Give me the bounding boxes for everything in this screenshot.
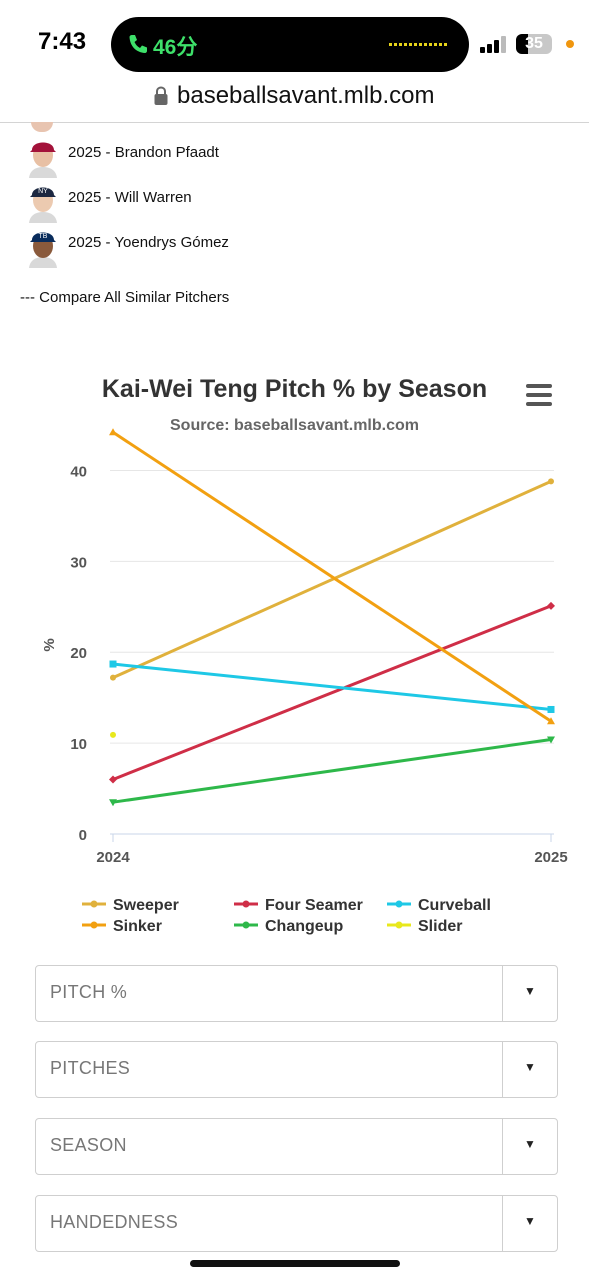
svg-text:NY: NY <box>38 188 48 195</box>
url-text: baseballsavant.mlb.com <box>177 82 435 109</box>
data-point <box>109 660 117 668</box>
caret-down-icon: ▼ <box>524 1060 536 1074</box>
battery-level: 35 <box>525 35 543 52</box>
legend-item-sinker[interactable]: Sinker <box>82 918 162 935</box>
legend-marker <box>90 900 98 908</box>
legend-marker <box>395 900 403 908</box>
data-point <box>109 428 117 436</box>
y-tick-label: 30 <box>70 554 87 571</box>
data-point <box>547 717 555 725</box>
dropdown-label: PITCHES <box>50 1058 131 1078</box>
phone-icon <box>129 35 147 53</box>
list-item-label[interactable]: 2025 - Yoendrys Gómez <box>68 234 229 251</box>
series-line-sinker <box>112 431 552 723</box>
lock-icon <box>154 86 168 105</box>
dropdown-label: SEASON <box>50 1135 127 1155</box>
chart-subtitle: Source: baseballsavant.mlb.com <box>170 417 419 434</box>
chart-title: Kai-Wei Teng Pitch % by Season <box>101 375 488 403</box>
data-point <box>547 601 555 610</box>
call-duration: 46分 <box>153 36 198 59</box>
season-dropdown[interactable]: SEASON ▼ <box>35 1118 558 1175</box>
chart-svg: 0 10 20 30 40 2024 2025% Sweeper Four Seamer Curv… <box>41 428 568 935</box>
legend-marker <box>90 921 98 929</box>
dynamic-island[interactable]: 46分 <box>111 17 469 72</box>
pitches-dropdown[interactable]: PITCHES ▼ <box>35 1041 558 1098</box>
address-bar[interactable]: baseballsavant.mlb.com <box>0 80 589 123</box>
y-tick-label: 0 <box>79 827 87 844</box>
audio-activity-indicator <box>389 43 447 46</box>
legend-label: Sweeper <box>113 897 179 914</box>
series-line-sweeper <box>112 479 552 680</box>
avatar: TB <box>29 232 57 268</box>
list-item[interactable]: TB 2025 - Yoendrys Gómez <box>26 224 426 268</box>
pitch-percent-dropdown[interactable]: PITCH % ▼ <box>35 965 558 1022</box>
legend-item-slider[interactable]: Slider <box>387 918 462 935</box>
series-line-changeup <box>112 737 552 804</box>
data-point <box>547 705 555 713</box>
y-axis-label: % <box>41 638 58 651</box>
series-line-curveball <box>112 662 552 711</box>
legend-marker <box>242 921 250 929</box>
caret-down-icon: ▼ <box>524 1137 536 1151</box>
y-tick-label: 10 <box>70 736 87 753</box>
dropdown-toggle[interactable]: ▼ <box>502 1042 557 1097</box>
home-indicator[interactable] <box>190 1260 400 1267</box>
series-line-four-seamer <box>112 604 552 781</box>
list-item-label[interactable]: 2025 - Will Warren <box>68 189 192 206</box>
caret-down-icon: ▼ <box>524 984 536 998</box>
y-tick-label: 40 <box>70 463 87 480</box>
data-point <box>110 674 116 681</box>
list-item-label[interactable]: 2025 - Brandon Pfaadt <box>68 144 219 161</box>
data-point <box>109 775 117 784</box>
dropdown-label: PITCH % <box>50 982 128 1002</box>
list-item[interactable]: NY 2025 - Will Warren <box>26 179 426 223</box>
legend-label: Sinker <box>113 918 162 935</box>
svg-text:TB: TB <box>39 233 48 240</box>
compare-all-link[interactable]: --- Compare All Similar Pitchers <box>20 289 230 306</box>
dropdown-toggle[interactable]: ▼ <box>502 1119 557 1174</box>
data-point <box>110 731 116 738</box>
legend-item-changeup[interactable]: Changeup <box>234 918 343 935</box>
pitch-percent-chart: 0 10 20 30 40 2024 2025% Sweeper Four Seamer Curv… <box>0 355 589 955</box>
signal-icon <box>480 36 508 53</box>
x-tick-label: 2024 <box>96 849 130 866</box>
legend-item-sweeper[interactable]: Sweeper <box>82 897 179 914</box>
status-bar: 7:43 46分 35 <box>0 0 589 80</box>
dropdown-toggle[interactable]: ▼ <box>502 966 557 1021</box>
legend-label: Changeup <box>265 918 343 935</box>
legend-label: Slider <box>418 918 462 935</box>
legend-item-four-seamer[interactable]: Four Seamer <box>234 897 363 914</box>
y-tick-label: 20 <box>70 645 87 662</box>
list-item[interactable]: 2025 - Brandon Pfaadt <box>26 134 426 178</box>
avatar: NY <box>29 187 57 223</box>
data-point <box>548 478 554 485</box>
legend-marker <box>395 921 403 929</box>
chart-menu-icon[interactable] <box>526 384 552 406</box>
avatar <box>31 122 53 132</box>
status-time: 7:43 <box>38 28 87 55</box>
legend-marker <box>242 900 250 908</box>
x-tick-label: 2025 <box>534 849 567 866</box>
data-point <box>547 736 555 744</box>
dropdown-label: HANDEDNESS <box>50 1212 179 1232</box>
caret-down-icon: ▼ <box>524 1214 536 1228</box>
legend-item-curveball[interactable]: Curveball <box>387 897 491 914</box>
handedness-dropdown[interactable]: HANDEDNESS ▼ <box>35 1195 558 1252</box>
dropdown-toggle[interactable]: ▼ <box>502 1196 557 1251</box>
privacy-indicator-dot <box>566 40 574 48</box>
data-point <box>109 799 117 807</box>
avatar <box>29 142 57 178</box>
legend-label: Curveball <box>418 897 491 914</box>
battery-icon: 35 <box>516 34 552 54</box>
legend-label: Four Seamer <box>265 897 363 914</box>
